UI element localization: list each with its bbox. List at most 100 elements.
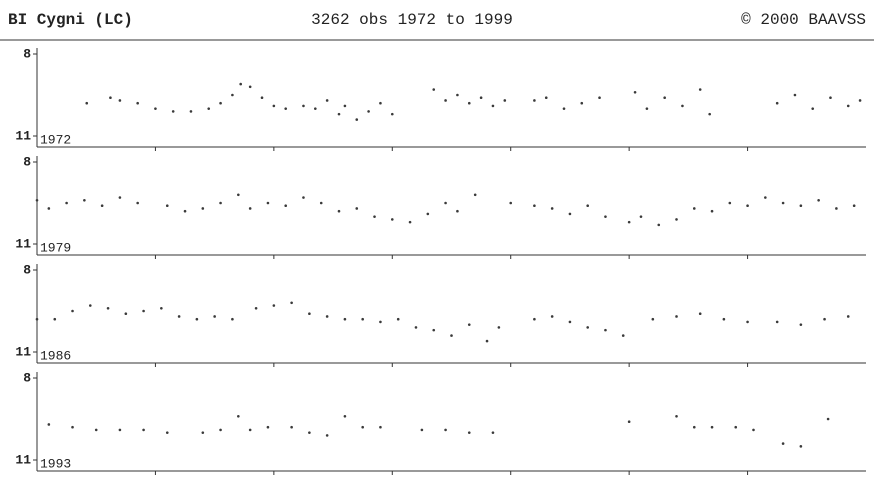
observation-dot xyxy=(177,315,181,318)
observation-dot xyxy=(799,204,803,208)
observation-dot xyxy=(343,317,347,321)
observation-dot xyxy=(248,428,252,432)
observation-dot xyxy=(675,414,678,418)
observation-dot xyxy=(361,317,364,321)
observation-dot xyxy=(811,107,815,110)
observation-dot xyxy=(325,315,329,318)
observation-dot xyxy=(835,207,838,210)
observation-dot xyxy=(35,317,39,321)
observation-dot xyxy=(219,201,222,205)
credit: © 2000 BAAVSS xyxy=(741,11,866,29)
observation-dot xyxy=(479,96,483,100)
observation-dot xyxy=(85,101,89,105)
observation-dot xyxy=(692,425,696,429)
observation-dot xyxy=(231,93,234,97)
y-tick-label: 11 xyxy=(15,344,31,359)
observation-dot xyxy=(586,204,589,208)
observation-dot xyxy=(657,223,661,227)
observation-dot xyxy=(621,334,625,337)
observation-dot xyxy=(71,309,74,313)
observation-dot xyxy=(550,315,554,318)
observation-dot xyxy=(367,110,370,113)
observation-dot xyxy=(639,215,643,218)
observation-dot xyxy=(308,312,311,316)
observation-dot xyxy=(633,90,637,94)
observation-dot xyxy=(692,207,696,210)
observation-dot xyxy=(728,201,732,205)
observation-dot xyxy=(165,431,169,434)
panel-year-label: 1986 xyxy=(40,348,71,363)
observation-dot xyxy=(88,304,92,307)
observation-dot xyxy=(444,201,447,205)
observation-dot xyxy=(467,323,471,326)
observation-dot xyxy=(456,93,459,97)
observation-dot xyxy=(781,442,785,445)
observation-dot xyxy=(248,207,252,210)
observation-dot xyxy=(314,107,317,110)
observation-dot xyxy=(47,207,51,210)
observation-dot xyxy=(533,204,536,208)
observation-dot xyxy=(752,428,755,432)
observation-dot xyxy=(775,101,779,105)
observation-dot xyxy=(189,110,193,113)
observation-dot xyxy=(491,104,495,108)
observation-dot xyxy=(781,201,785,205)
observation-dot xyxy=(201,431,205,434)
observation-dot xyxy=(852,204,856,208)
observation-dot xyxy=(509,201,513,205)
observation-dot xyxy=(598,96,601,100)
observation-dot xyxy=(663,96,666,100)
observation-dot xyxy=(829,96,832,100)
observation-dot xyxy=(698,88,702,91)
observation-dot xyxy=(379,320,382,324)
observation-dot xyxy=(343,414,347,418)
observation-dot xyxy=(450,334,453,337)
observation-dot xyxy=(550,207,554,210)
observation-dot xyxy=(248,85,252,89)
observation-dot xyxy=(94,428,98,432)
observation-dot xyxy=(681,104,684,108)
observation-dot xyxy=(444,99,447,102)
observation-dot xyxy=(390,112,394,116)
observation-dot xyxy=(154,107,157,110)
observation-dot xyxy=(355,207,359,210)
observation-dot xyxy=(219,101,222,105)
observation-dot xyxy=(675,218,678,221)
observation-dot xyxy=(562,107,566,110)
observation-dot xyxy=(83,198,86,202)
observation-dot xyxy=(580,101,584,105)
observation-dot xyxy=(47,423,51,426)
panel-year-label: 1972 xyxy=(40,132,71,147)
observation-dot xyxy=(239,82,242,86)
observation-dot xyxy=(533,99,536,102)
observation-dot xyxy=(254,306,258,310)
observation-dot xyxy=(373,215,376,218)
observation-dot xyxy=(604,215,607,218)
observation-dot xyxy=(432,88,436,91)
y-tick-label: 8 xyxy=(23,370,31,385)
observation-dot xyxy=(106,306,110,310)
observation-dot xyxy=(71,425,74,429)
observation-dot xyxy=(491,431,495,434)
observation-dot xyxy=(823,317,826,321)
observation-dot xyxy=(817,198,820,202)
observation-dot xyxy=(343,104,347,108)
observation-dot xyxy=(467,431,471,434)
observation-dot xyxy=(124,312,128,316)
observation-dot xyxy=(302,104,305,108)
observation-dot xyxy=(568,320,572,324)
observation-dot xyxy=(799,445,803,448)
observation-dot xyxy=(213,315,216,318)
observation-dot xyxy=(708,112,711,116)
observation-dot xyxy=(432,328,436,332)
observation-dot xyxy=(503,99,507,102)
observation-dot xyxy=(645,107,649,110)
observation-dot xyxy=(109,96,112,100)
observation-dot xyxy=(266,425,270,429)
observation-dot xyxy=(207,107,211,110)
observation-dot xyxy=(136,101,139,105)
observation-dot xyxy=(473,193,477,197)
observation-dot xyxy=(846,104,850,108)
observation-dot xyxy=(627,220,631,224)
observation-dot xyxy=(533,317,536,321)
